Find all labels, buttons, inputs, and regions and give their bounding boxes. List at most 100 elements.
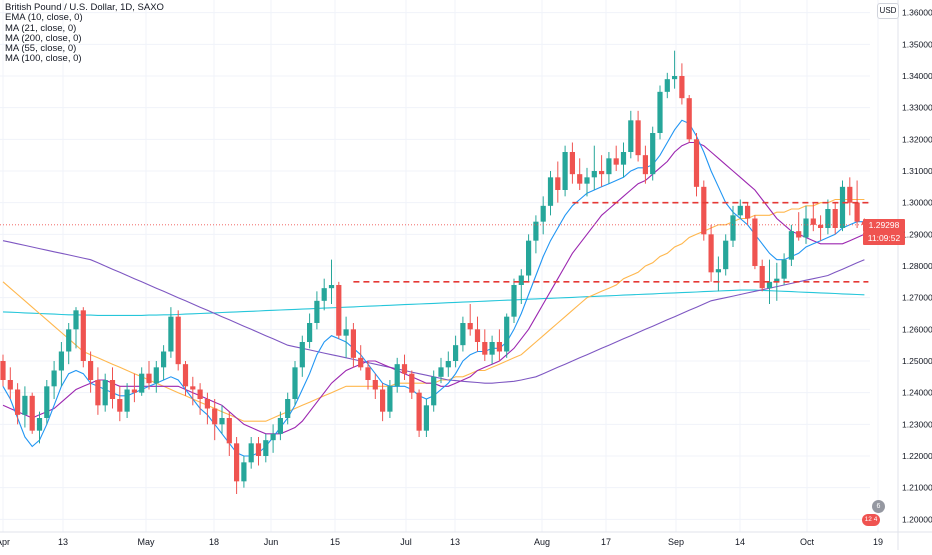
candle[interactable] (445, 361, 451, 368)
candle[interactable] (547, 177, 554, 206)
candle[interactable] (263, 440, 269, 456)
candle[interactable] (504, 316, 510, 352)
candle[interactable] (124, 389, 130, 412)
candle[interactable] (723, 240, 729, 270)
legend-ema10[interactable]: EMA (10, close, 0) (5, 12, 83, 24)
candle[interactable] (752, 218, 758, 267)
candle[interactable] (372, 380, 378, 390)
candle[interactable] (423, 405, 429, 431)
candle[interactable] (328, 285, 335, 289)
candle[interactable] (431, 376, 437, 406)
candle[interactable] (708, 234, 714, 273)
candle[interactable] (766, 281, 773, 289)
candle[interactable] (715, 269, 721, 273)
candle[interactable] (759, 266, 765, 289)
candle[interactable] (562, 152, 568, 190)
candle[interactable] (307, 323, 313, 342)
candle[interactable] (226, 418, 232, 444)
candle[interactable] (36, 418, 43, 431)
candle[interactable] (701, 186, 707, 235)
candle[interactable] (569, 152, 575, 175)
candle[interactable] (854, 202, 860, 222)
candle[interactable] (839, 186, 846, 228)
candle[interactable] (606, 158, 612, 175)
candle[interactable] (577, 174, 583, 184)
candle[interactable] (686, 98, 692, 140)
candle[interactable] (336, 285, 342, 336)
candle[interactable] (109, 380, 116, 399)
candle[interactable] (139, 373, 145, 393)
candle[interactable] (489, 342, 495, 355)
candle[interactable] (234, 443, 240, 482)
candle[interactable] (285, 399, 291, 418)
candle[interactable] (365, 367, 371, 380)
candle[interactable] (584, 177, 590, 184)
series-line-ma100[interactable] (2, 240, 865, 384)
candle[interactable] (102, 380, 108, 406)
candle[interactable] (44, 386, 50, 418)
candle[interactable] (394, 364, 400, 387)
candle[interactable] (438, 367, 444, 377)
candle[interactable] (540, 205, 546, 222)
candle[interactable] (591, 171, 597, 178)
candle[interactable] (613, 158, 619, 165)
candle[interactable] (117, 399, 123, 412)
candle[interactable] (299, 342, 305, 368)
candle[interactable] (774, 278, 780, 282)
candle[interactable] (358, 357, 364, 368)
candle[interactable] (518, 275, 524, 286)
candle[interactable] (88, 361, 94, 380)
legend-ma100[interactable]: MA (100, close, 0) (5, 53, 82, 65)
candle[interactable] (22, 395, 28, 415)
candle[interactable] (241, 462, 247, 482)
candle[interactable] (401, 364, 408, 374)
candle[interactable] (80, 310, 86, 361)
candle[interactable] (730, 215, 736, 241)
candle[interactable] (526, 240, 532, 276)
candle[interactable] (818, 224, 824, 228)
candle[interactable] (204, 399, 210, 409)
candle[interactable] (95, 380, 101, 406)
candle[interactable] (555, 177, 561, 190)
candle[interactable] (642, 155, 648, 175)
candle[interactable] (796, 231, 802, 238)
candle[interactable] (153, 367, 159, 384)
candle[interactable] (0, 361, 6, 380)
candle[interactable] (168, 316, 174, 352)
candle[interactable] (628, 120, 634, 152)
candle[interactable] (664, 79, 670, 92)
candle[interactable] (409, 373, 415, 393)
series-line-ma200[interactable] (2, 289, 865, 316)
candle[interactable] (29, 395, 35, 431)
candle[interactable] (620, 152, 627, 165)
candle[interactable] (803, 218, 809, 238)
candle[interactable] (453, 345, 459, 361)
candle[interactable] (599, 171, 605, 175)
candle[interactable] (15, 389, 21, 415)
candle[interactable] (146, 373, 152, 384)
candle[interactable] (190, 386, 196, 390)
candle[interactable] (745, 205, 751, 219)
candle[interactable] (737, 205, 743, 216)
candle[interactable] (7, 380, 13, 390)
candle[interactable] (321, 288, 327, 301)
candle[interactable] (474, 329, 481, 342)
legend-ma21[interactable]: MA (21, close, 0) (5, 22, 77, 34)
candle[interactable] (182, 364, 189, 387)
candle[interactable] (270, 433, 276, 441)
candle[interactable] (467, 323, 473, 330)
candle[interactable] (131, 389, 137, 393)
legend-ma200[interactable]: MA (200, close, 0) (5, 32, 82, 44)
candle[interactable] (825, 209, 831, 228)
candle[interactable] (635, 120, 641, 156)
candle[interactable] (482, 342, 488, 355)
candle[interactable] (533, 221, 539, 241)
candle[interactable] (219, 418, 225, 425)
candle[interactable] (672, 76, 678, 80)
candle[interactable] (66, 329, 72, 352)
candle[interactable] (73, 310, 79, 330)
candle[interactable] (51, 370, 57, 387)
candle[interactable] (197, 389, 203, 400)
